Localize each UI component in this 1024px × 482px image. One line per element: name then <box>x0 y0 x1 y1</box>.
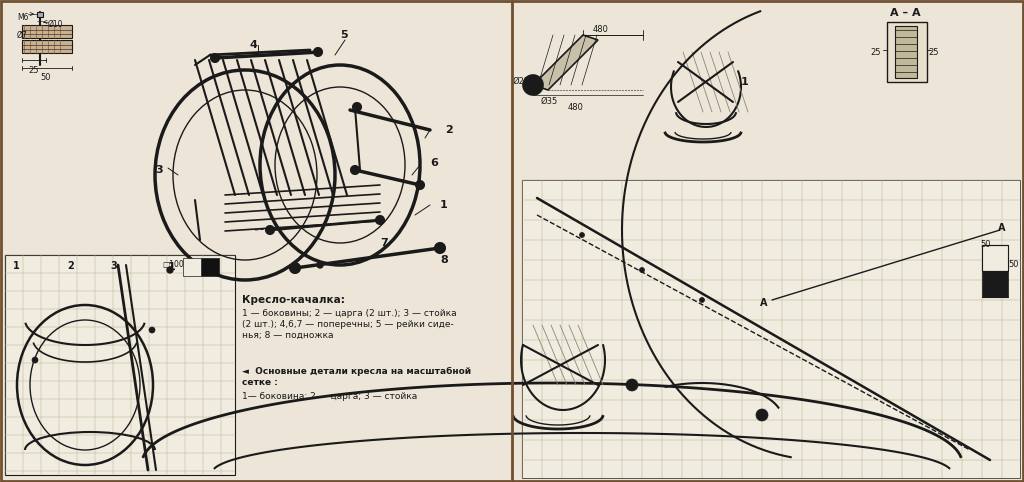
Bar <box>37 12 43 17</box>
Text: Ø7: Ø7 <box>17 31 28 40</box>
Text: 6: 6 <box>430 158 438 168</box>
Text: нья; 8 — подножка: нья; 8 — подножка <box>242 331 334 340</box>
Text: 1: 1 <box>13 261 19 271</box>
Text: 50: 50 <box>40 73 50 82</box>
Text: 4: 4 <box>250 40 258 50</box>
Text: 3: 3 <box>155 165 163 175</box>
Circle shape <box>314 48 322 56</box>
Circle shape <box>266 226 274 234</box>
Polygon shape <box>534 35 598 90</box>
Bar <box>183 258 201 276</box>
Text: 7: 7 <box>380 238 388 248</box>
Text: Ø10: Ø10 <box>48 20 63 29</box>
Text: 1 — боковины; 2 — царга (2 шт.); 3 — стойка: 1 — боковины; 2 — царга (2 шт.); 3 — сто… <box>242 309 457 318</box>
Circle shape <box>699 297 705 303</box>
Text: □100: □100 <box>162 260 183 269</box>
Text: сетке :: сетке : <box>242 378 278 387</box>
Text: ◄  Основные детали кресла на масштабной: ◄ Основные детали кресла на масштабной <box>242 367 471 376</box>
Text: 480: 480 <box>593 25 609 34</box>
Bar <box>22 40 72 53</box>
Text: 1: 1 <box>741 77 749 87</box>
Text: М6: М6 <box>17 13 29 22</box>
Text: 50: 50 <box>980 240 990 249</box>
Circle shape <box>290 263 300 273</box>
Bar <box>2 2 510 480</box>
Circle shape <box>150 327 155 333</box>
Text: 25: 25 <box>870 48 881 57</box>
Bar <box>895 26 918 78</box>
Circle shape <box>376 216 384 224</box>
Text: 480: 480 <box>568 103 584 112</box>
Circle shape <box>640 268 644 272</box>
Circle shape <box>756 409 768 421</box>
Text: 25: 25 <box>28 66 39 75</box>
Bar <box>982 271 1008 297</box>
Bar <box>22 25 72 38</box>
Text: А: А <box>998 223 1006 233</box>
Circle shape <box>32 357 38 363</box>
Text: 8: 8 <box>440 255 447 265</box>
Text: А – А: А – А <box>890 8 921 18</box>
Circle shape <box>416 181 424 189</box>
Text: 1: 1 <box>168 262 176 272</box>
Text: 1: 1 <box>440 200 447 210</box>
Circle shape <box>435 243 445 253</box>
Bar <box>5 255 234 475</box>
Text: А: А <box>760 298 768 308</box>
Bar <box>522 180 1020 478</box>
Text: 2: 2 <box>67 261 74 271</box>
Bar <box>514 2 1022 480</box>
Circle shape <box>211 54 219 62</box>
Circle shape <box>353 103 361 111</box>
Text: (2 шт.); 4,6,7 — поперечны; 5 — рейки сиде-: (2 шт.); 4,6,7 — поперечны; 5 — рейки си… <box>242 320 454 329</box>
Circle shape <box>528 80 538 90</box>
Text: Ø35: Ø35 <box>541 97 558 106</box>
Text: 2: 2 <box>445 125 453 135</box>
Text: 50: 50 <box>1008 260 1019 269</box>
Text: 1— боковина; 2 — царга; 3 — стойка: 1— боковина; 2 — царга; 3 — стойка <box>242 392 417 401</box>
Circle shape <box>626 379 638 391</box>
Circle shape <box>292 265 298 271</box>
Text: Кресло-качалка:: Кресло-качалка: <box>242 295 345 305</box>
Bar <box>982 245 1008 271</box>
Circle shape <box>523 75 543 95</box>
Text: Ø25: Ø25 <box>513 77 530 86</box>
Text: 25: 25 <box>928 48 939 57</box>
Circle shape <box>580 232 585 238</box>
Bar <box>201 258 219 276</box>
Text: 5: 5 <box>340 30 347 40</box>
Bar <box>887 22 927 82</box>
Text: 3: 3 <box>110 261 117 271</box>
Circle shape <box>193 262 198 268</box>
Circle shape <box>317 262 323 268</box>
Circle shape <box>167 267 173 273</box>
Circle shape <box>351 166 359 174</box>
